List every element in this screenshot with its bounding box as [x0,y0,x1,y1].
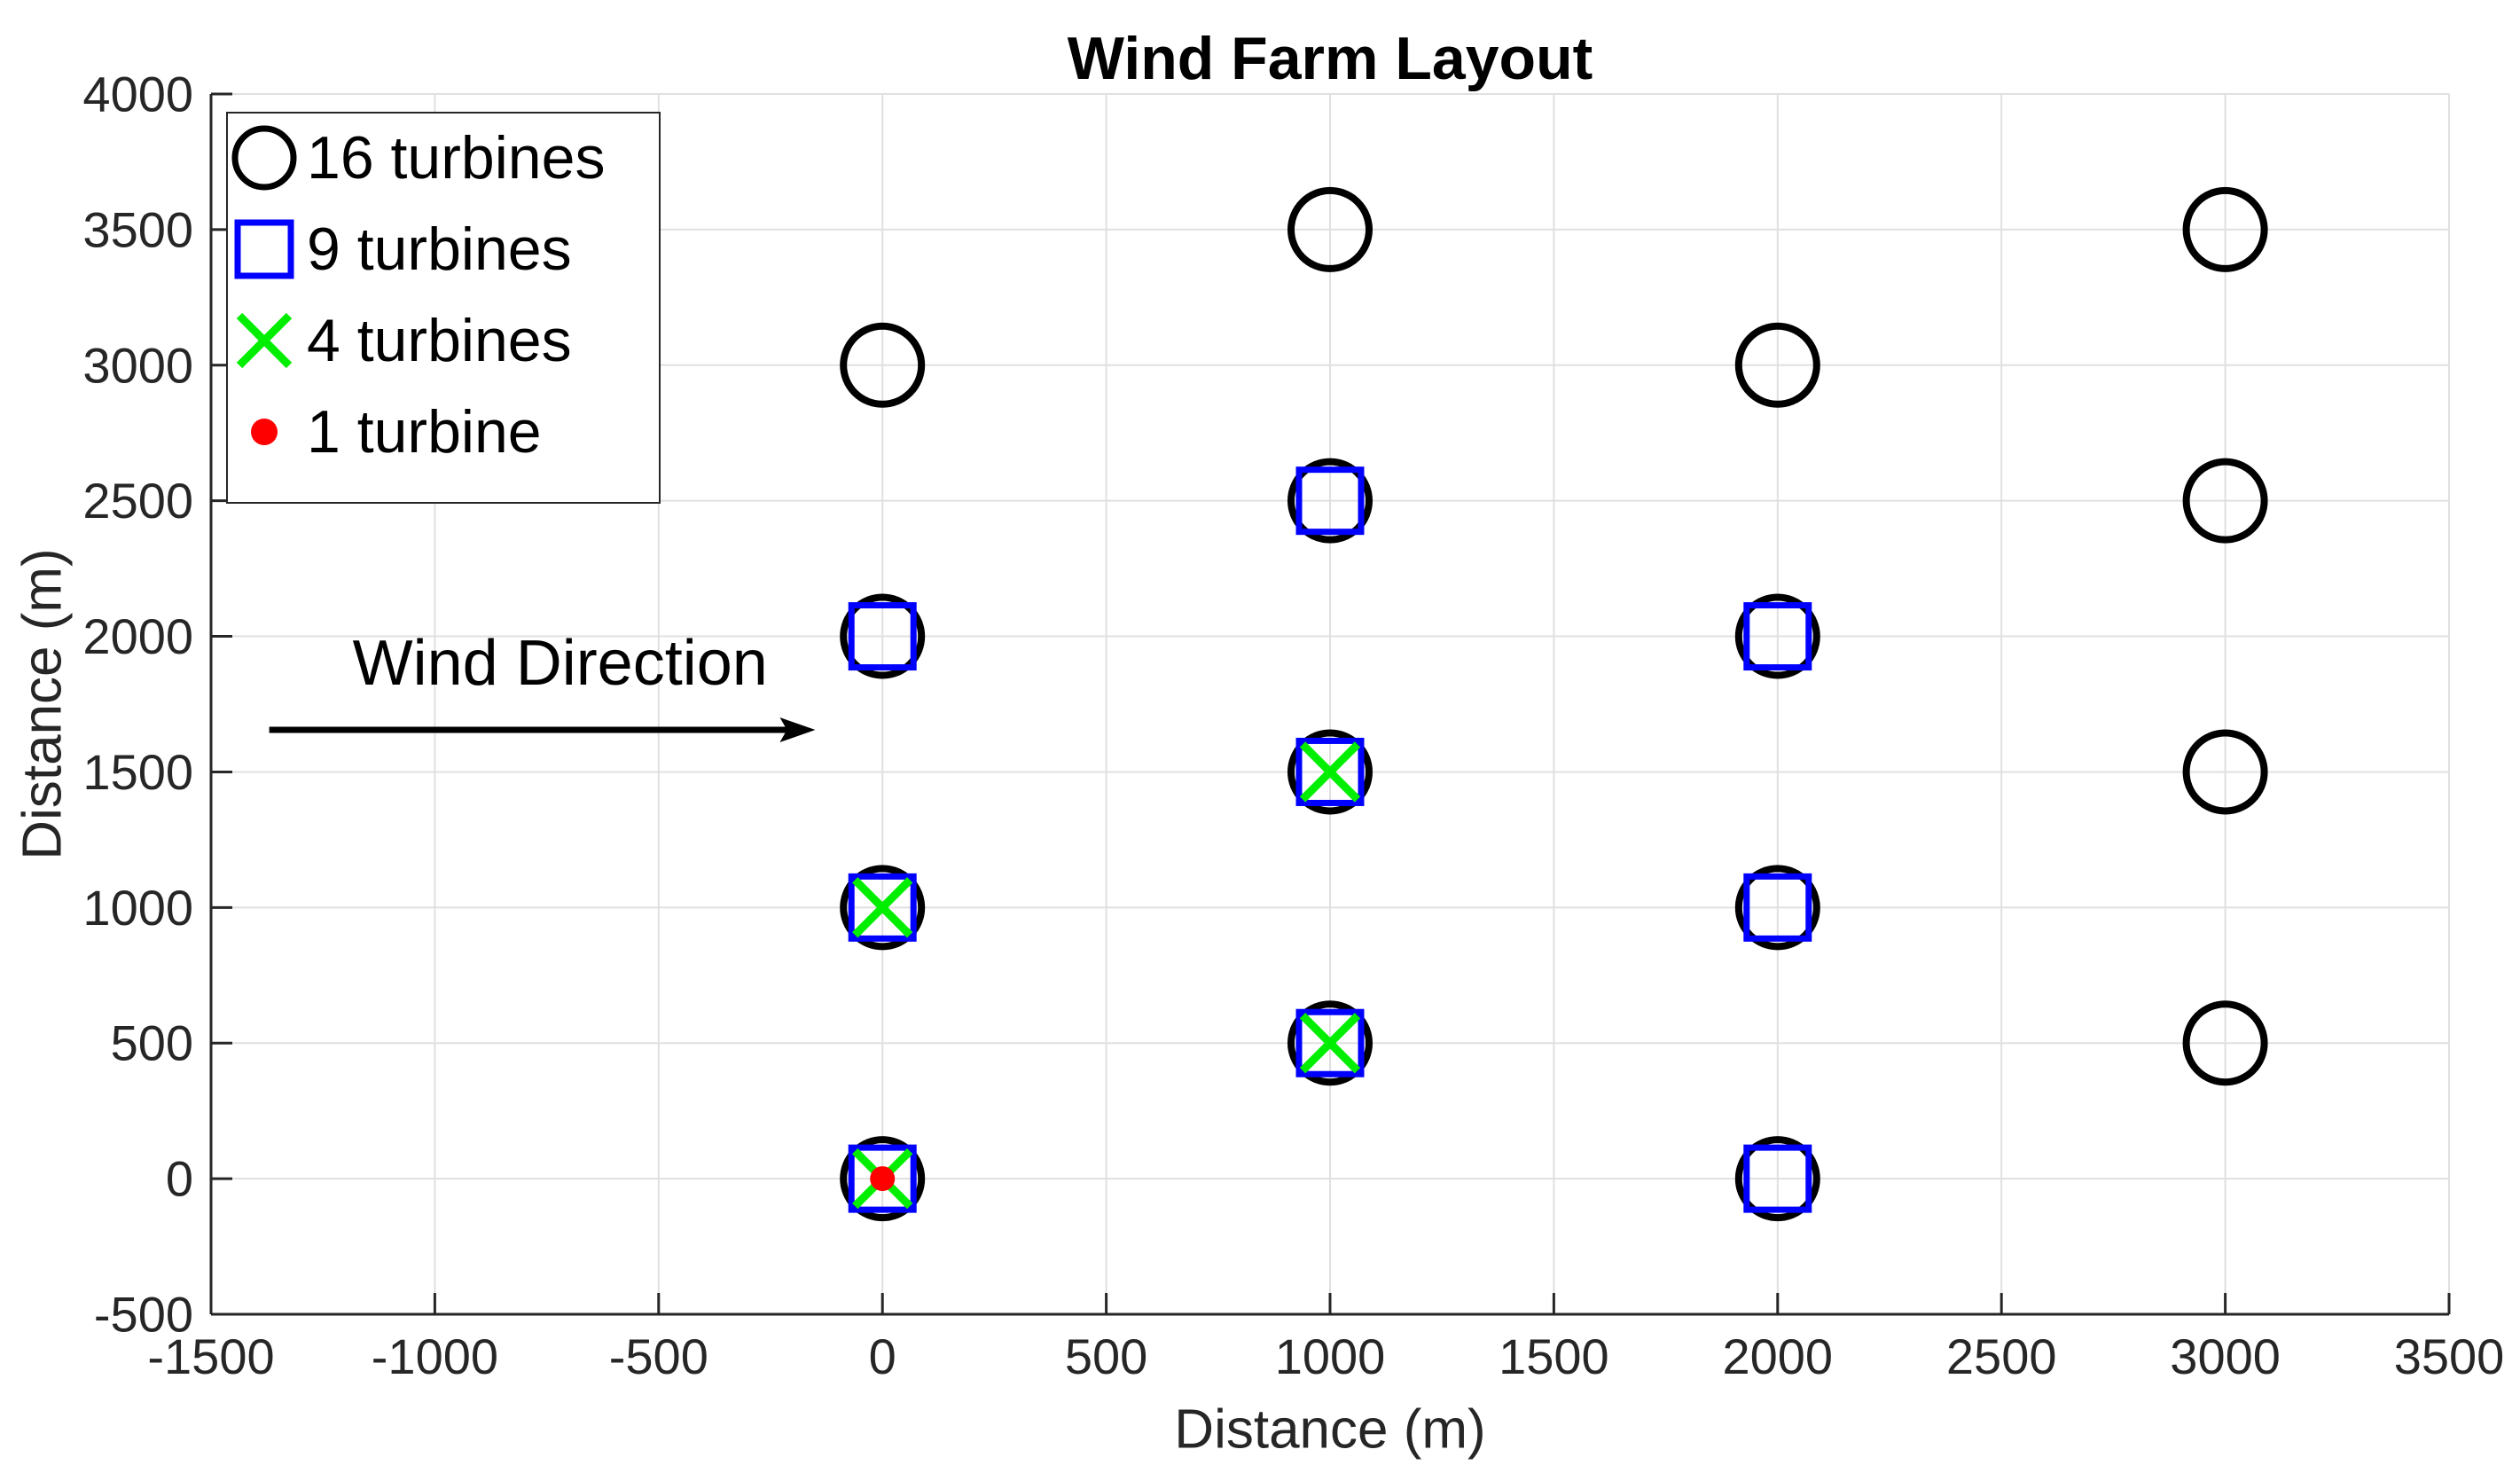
turbine-marker [848,602,917,671]
y-axis-title: Distance (m) [12,548,74,859]
legend-label: 16 turbines [307,124,605,192]
x-tick-label: 500 [1065,1328,1147,1384]
wind-direction-annotation: Wind Direction [269,628,816,743]
y-tick-label: 2000 [82,608,193,664]
turbine-marker [840,593,926,679]
turbine-marker [1287,186,1373,272]
series-1-turbine [870,1166,896,1192]
turbine-marker [1734,1136,1820,1222]
x-tick-label: -500 [609,1328,708,1384]
legend-label: 4 turbines [307,307,572,374]
turbine-marker [1734,865,1820,951]
y-tick-label: 2500 [82,473,193,529]
legend-box [226,112,661,504]
turbine-marker [852,877,913,938]
turbine-marker [1295,737,1365,806]
turbine-marker [1287,1000,1373,1086]
x-tick-label: 2000 [1723,1328,1834,1384]
turbine-marker [1734,322,1820,408]
turbine-marker [1295,1008,1365,1077]
x-tick-label: 0 [869,1328,896,1384]
turbine-marker [2182,458,2268,544]
legend-item: 9 turbines [234,215,572,283]
turbine-marker [840,322,926,408]
x-tick-label: -1500 [147,1328,274,1384]
turbine-marker [848,873,917,942]
y-tick-label: 1500 [82,744,193,800]
x-tick-label: 3000 [2170,1328,2281,1384]
x-tick-label: 1500 [1499,1328,1609,1384]
turbine-marker [1743,873,1812,942]
legend-item: 16 turbines [231,124,605,192]
turbine-marker [1743,602,1812,671]
x-tick-label: 1000 [1275,1328,1386,1384]
legend-marker-open-square [234,219,294,279]
turbine-marker [1299,1013,1361,1074]
y-tick-label: 3500 [82,201,193,257]
y-tick-label: 500 [111,1015,193,1071]
y-tick-label: 3000 [82,337,193,393]
wind-direction-label: Wind Direction [353,628,768,699]
turbine-marker [1743,1144,1812,1213]
turbine-marker [1287,458,1373,544]
turbine-marker [1299,741,1361,803]
wind-direction-arrowhead [779,717,816,743]
turbine-marker [1287,729,1373,815]
chart-title: Wind Farm Layout [1068,25,1593,92]
x-tick-label: 2500 [1946,1328,2057,1384]
turbine-marker [2182,1000,2268,1086]
x-axis-title: Distance (m) [1174,1399,1485,1461]
legend-label: 1 turbine [307,398,542,466]
turbine-marker [870,1166,896,1192]
turbine-marker [1734,593,1820,679]
turbine-marker [1295,466,1365,536]
y-tick-label: 1000 [82,880,193,936]
turbine-marker [2182,186,2268,272]
legend-marker-x [236,312,293,369]
legend-label: 9 turbines [307,215,572,283]
x-tick-label: -1000 [372,1328,498,1384]
legend-item: 1 turbine [251,398,542,466]
series-16-turbines [840,186,2268,1222]
turbine-marker [848,1144,917,1213]
x-tick-label: 3500 [2394,1328,2505,1384]
legend: 16 turbines 9 turbines 4 turbines 1 turbine [226,112,661,504]
legend-marker-open-circle [231,125,297,191]
turbine-marker [2182,729,2268,815]
y-tick-label: 4000 [82,67,193,122]
turbine-marker [840,1136,926,1222]
legend-item: 4 turbines [236,307,572,374]
axes-layer: -1500 -1000 -500 0 500 1000 1500 2000 2500 3000 35… [82,67,2504,1384]
turbine-marker [840,865,926,951]
series-9-turbines [848,466,1812,1213]
y-tick-label: 0 [166,1151,193,1207]
y-tick-label: -500 [94,1287,193,1343]
legend-marker-dot [251,419,278,445]
